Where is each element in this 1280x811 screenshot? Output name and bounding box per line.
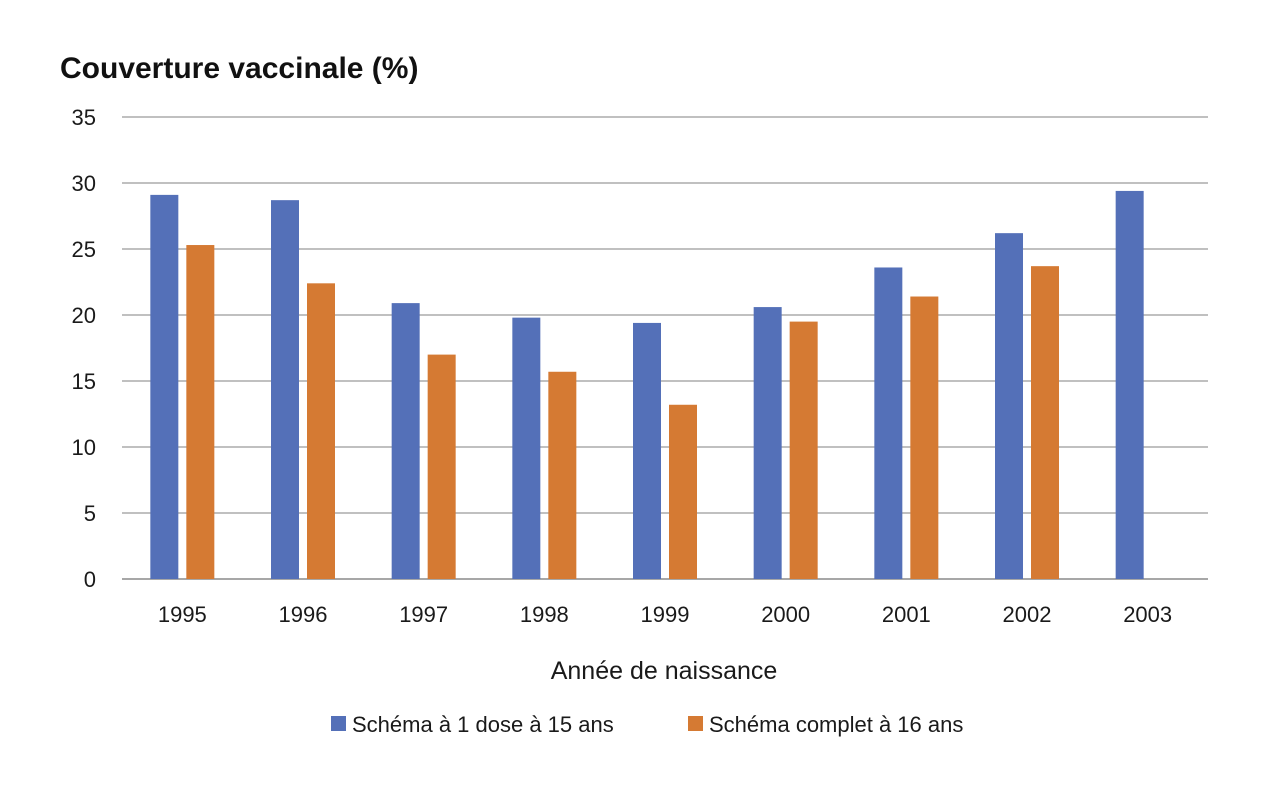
bar-complet-16-2000 [789,321,818,579]
y-tick-label: 30 [72,171,96,196]
legend-label: Schéma à 1 dose à 15 ans [352,712,614,737]
x-tick-label: 1998 [520,602,569,627]
bar-dose-15-1998 [512,317,541,579]
x-tick-label: 1996 [279,602,328,627]
x-tick-label: 1997 [399,602,448,627]
x-tick-label: 2000 [761,602,810,627]
y-tick-label: 5 [84,501,96,526]
y-tick-label: 35 [72,105,96,130]
bars [150,190,1144,580]
y-tick-label: 25 [72,237,96,262]
x-tick-label: 2001 [882,602,931,627]
x-tick-label: 2003 [1123,602,1172,627]
x-axis-ticks: 1995 1996 1997 1998 1999 2000 2001 2002 2003 [158,602,1172,627]
bar-complet-16-2002 [1031,266,1059,579]
x-tick-label: 1995 [158,602,207,627]
y-tick-label: 20 [72,303,96,328]
y-tick-label: 0 [84,567,96,592]
bar-dose-15-1999 [633,322,661,579]
bar-dose-15-1995 [150,194,179,579]
bar-dose-15-2003 [1115,190,1144,580]
bar-complet-16-1995 [186,245,215,580]
bar-dose-15-1996 [271,200,299,579]
legend-swatch [331,716,346,731]
grid-lines [122,116,1208,580]
legend-label: Schéma complet à 16 ans [709,712,963,737]
legend-swatch [688,716,703,731]
bar-complet-16-2001 [910,296,939,579]
y-tick-label: 15 [72,369,96,394]
bar-complet-16-1998 [548,371,577,579]
bar-complet-16-1997 [427,354,456,579]
bar-complet-16-1999 [669,404,697,579]
x-tick-label: 1999 [641,602,690,627]
bar-dose-15-2001 [874,267,903,579]
bar-complet-16-1996 [307,283,335,579]
x-tick-label: 2002 [1003,602,1052,627]
bar-dose-15-1997 [391,303,420,579]
y-axis-ticks: 0 5 10 15 20 25 30 35 [72,105,96,592]
bar-dose-15-2002 [995,233,1023,579]
bar-dose-15-2000 [753,307,782,579]
legend: Schéma à 1 dose à 15 ans Schéma complet à… [331,712,963,737]
y-axis-title: Couverture vaccinale (%) [60,52,418,85]
x-axis-title: Année de naissance [551,657,778,685]
y-tick-label: 10 [72,435,96,460]
